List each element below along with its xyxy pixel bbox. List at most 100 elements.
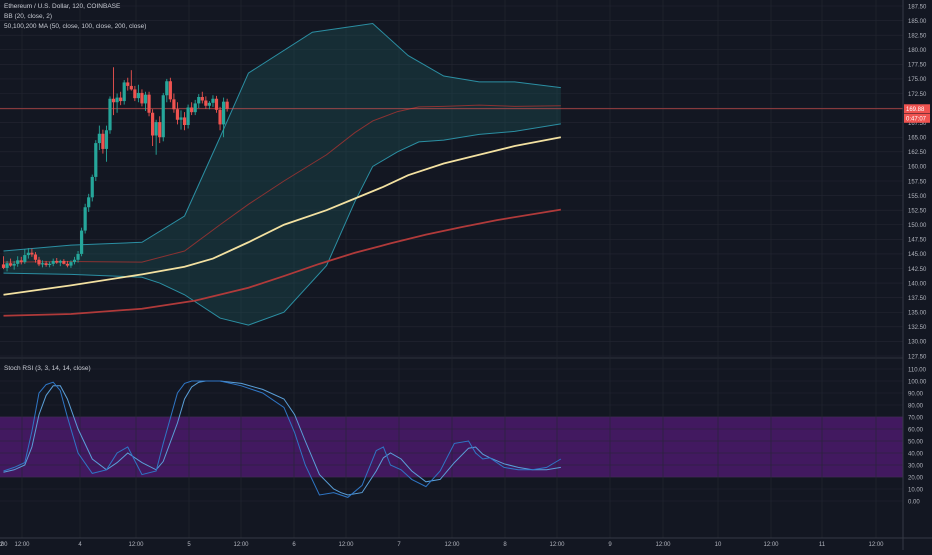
candle-body	[108, 98, 112, 131]
bb-basis-line	[3, 104, 561, 263]
candle-body	[186, 107, 190, 125]
price-tick-label: 180.00	[908, 48, 927, 54]
candle-body	[1, 264, 6, 268]
price-tick-label: 182.50	[908, 33, 927, 39]
price-tick-label: 157.50	[908, 179, 927, 185]
rsi-tick-label: 20.00	[908, 475, 924, 481]
candle-body	[211, 98, 215, 103]
candle-body	[168, 81, 172, 100]
candle-body	[140, 92, 144, 104]
bb-legend[interactable]: BB (20, close, 2)	[4, 13, 53, 20]
candle-body	[76, 253, 80, 260]
candle-body	[147, 94, 151, 113]
stoch-d-line	[3, 380, 561, 496]
candle-body	[225, 101, 229, 109]
stoch-rsi-legend[interactable]: Stoch RSI (3, 3, 14, 14, close)	[4, 365, 91, 372]
candle-body	[175, 109, 180, 120]
time-tick-label: 12:00	[655, 542, 671, 548]
candle-body	[151, 112, 155, 136]
candle-body	[12, 263, 16, 266]
price-tick-label: 152.50	[908, 208, 927, 214]
candle-body	[33, 254, 38, 260]
price-tick-label: 145.00	[908, 252, 927, 258]
time-tick-label: 12:00	[233, 542, 249, 548]
rsi-tick-label: 60.00	[908, 427, 924, 433]
price-tick-label: 130.00	[908, 340, 927, 346]
candle-body	[143, 94, 148, 104]
bb-fill	[3, 23, 561, 326]
symbol-legend[interactable]: Ethereum / U.S. Dollar, 120, COINBASE	[4, 3, 121, 10]
rsi-tick-label: 70.00	[908, 415, 924, 421]
price-tick-label: 185.00	[908, 19, 927, 25]
price-tick-label: 177.50	[908, 63, 927, 69]
candle-body	[101, 133, 105, 149]
candle-body	[97, 133, 101, 144]
candle-body	[122, 82, 126, 102]
last-price-value: 169.88	[906, 107, 925, 113]
candle-body	[115, 97, 119, 103]
candle-body	[193, 103, 197, 113]
time-tick-label: 4	[78, 542, 82, 548]
time-tick-label: 12:00	[14, 542, 30, 548]
rsi-tick-label: 0.00	[908, 499, 920, 505]
price-tick-label: 135.00	[908, 311, 927, 317]
price-tick-label: 132.50	[908, 325, 927, 331]
stoch-rsi-lines	[3, 380, 562, 498]
price-tick-label: 172.50	[908, 92, 927, 98]
candle-body	[165, 81, 169, 96]
candle-body	[104, 130, 109, 149]
candle-body	[48, 263, 52, 265]
price-tick-label: 147.50	[908, 238, 927, 244]
candle-body	[9, 263, 13, 266]
rsi-tick-label: 10.00	[908, 487, 924, 493]
candle-body	[80, 230, 84, 254]
candle-body	[62, 260, 66, 264]
rsi-tick-label: 90.00	[908, 391, 924, 397]
candle-body	[126, 82, 130, 86]
candle-body	[111, 98, 116, 103]
rsi-tick-label: 50.00	[908, 439, 924, 445]
countdown-tag	[904, 113, 930, 123]
price-tick-label: 167.50	[908, 121, 927, 127]
time-tick-label: 12:00	[338, 542, 354, 548]
price-tick-label: 187.50	[908, 4, 927, 10]
candle-body	[37, 259, 41, 265]
candle-body	[16, 260, 20, 264]
rsi-tick-label: 100.00	[908, 379, 927, 385]
candle-body	[182, 117, 187, 125]
candle-body	[222, 101, 226, 125]
candle-body	[94, 143, 98, 177]
price-tick-label: 127.50	[908, 354, 927, 360]
last-price-tag	[904, 104, 930, 114]
candle-body	[214, 98, 219, 110]
time-tick-label: 12	[0, 542, 4, 548]
candle-body	[5, 263, 9, 268]
bollinger-bands	[3, 22, 561, 326]
candle-body	[87, 197, 91, 208]
candle-body	[161, 95, 165, 138]
ma100-line	[3, 208, 561, 317]
rsi-tick-label: 110.00	[908, 367, 927, 373]
price-tick-label: 165.00	[908, 136, 927, 142]
candle-body	[30, 252, 34, 255]
candle-body	[90, 176, 94, 198]
candle-body	[133, 89, 137, 99]
price-tick-label: 150.00	[908, 223, 927, 229]
candle-body	[207, 102, 211, 106]
candle-body	[51, 260, 55, 264]
candle-body	[158, 122, 162, 138]
axis-labels: 187.50 185.00 182.50 180.00 177.50 175.00 172.…	[0, 4, 930, 548]
time-tick-label: 7	[397, 542, 401, 548]
candle-body	[136, 92, 140, 99]
time-tick-label: 11	[819, 542, 826, 548]
time-tick-label: 12:00	[549, 542, 565, 548]
ma-legend[interactable]: 50,100,200 MA (50, close, 100, close, 20…	[4, 23, 147, 30]
bb-upper-line	[3, 22, 561, 252]
candle-body	[55, 260, 59, 263]
time-tick-label: 12:00	[763, 542, 779, 548]
bb-lower-line	[3, 123, 561, 326]
rsi-tick-label: 80.00	[908, 403, 924, 409]
time-tick-label: 12:00	[128, 542, 144, 548]
